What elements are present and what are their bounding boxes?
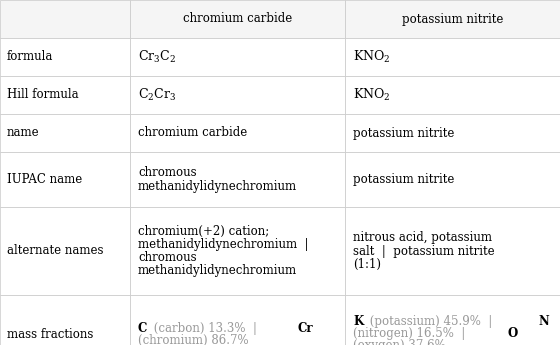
Text: $\mathregular{KNO_{2}}$: $\mathregular{KNO_{2}}$ (353, 87, 390, 103)
Text: alternate names: alternate names (7, 245, 104, 257)
Text: formula: formula (7, 50, 53, 63)
Bar (130, 207, 345, 295)
Bar (130, 152, 345, 207)
Text: mass fractions: mass fractions (7, 328, 94, 342)
Bar (345, 152, 560, 207)
Bar (345, 295, 560, 345)
Text: potassium nitrite: potassium nitrite (402, 12, 503, 26)
Bar (0, 152, 130, 207)
Bar (0, 38, 130, 76)
Bar (130, 114, 345, 152)
Text: (potassium) 45.9%  |: (potassium) 45.9% | (366, 315, 500, 328)
Text: IUPAC name: IUPAC name (7, 173, 82, 186)
Bar (345, 76, 560, 114)
Text: $\mathregular{C_{2}Cr_{3}}$: $\mathregular{C_{2}Cr_{3}}$ (138, 87, 176, 103)
Text: N: N (539, 315, 549, 328)
Text: methanidylidynechromium  |: methanidylidynechromium | (138, 238, 309, 251)
Text: C: C (138, 322, 147, 335)
Text: salt  |  potassium nitrite: salt | potassium nitrite (353, 245, 494, 257)
Text: chromous: chromous (138, 166, 197, 179)
Bar (130, 76, 345, 114)
Text: potassium nitrite: potassium nitrite (353, 127, 454, 139)
Text: $\mathregular{Cr_{3}C_{2}}$: $\mathregular{Cr_{3}C_{2}}$ (138, 49, 176, 65)
Text: chromium carbide: chromium carbide (183, 12, 292, 26)
Text: chromous: chromous (138, 251, 197, 264)
Bar (0, 76, 130, 114)
Text: Hill formula: Hill formula (7, 89, 78, 101)
Bar (0, 114, 130, 152)
Text: Cr: Cr (298, 322, 313, 335)
Text: chromium carbide: chromium carbide (138, 127, 248, 139)
Text: (nitrogen) 16.5%  |: (nitrogen) 16.5% | (353, 327, 473, 340)
Bar (345, 0, 560, 38)
Text: (1:1): (1:1) (353, 258, 381, 271)
Text: O: O (507, 327, 518, 340)
Bar (0, 0, 130, 38)
Bar (345, 114, 560, 152)
Text: (chromium) 86.7%: (chromium) 86.7% (138, 334, 249, 345)
Bar (130, 0, 345, 38)
Text: (oxygen) 37.6%: (oxygen) 37.6% (353, 339, 446, 345)
Text: potassium nitrite: potassium nitrite (353, 173, 454, 186)
Bar (130, 38, 345, 76)
Text: name: name (7, 127, 40, 139)
Bar (0, 207, 130, 295)
Text: (carbon) 13.3%  |: (carbon) 13.3% | (150, 322, 264, 335)
Text: chromium(+2) cation;: chromium(+2) cation; (138, 225, 269, 238)
Bar (345, 38, 560, 76)
Bar (0, 295, 130, 345)
Text: K: K (353, 315, 363, 328)
Text: $\mathregular{KNO_{2}}$: $\mathregular{KNO_{2}}$ (353, 49, 390, 65)
Text: nitrous acid, potassium: nitrous acid, potassium (353, 231, 492, 244)
Bar (130, 295, 345, 345)
Bar (345, 207, 560, 295)
Text: methanidylidynechromium: methanidylidynechromium (138, 264, 297, 277)
Text: methanidylidynechromium: methanidylidynechromium (138, 180, 297, 193)
